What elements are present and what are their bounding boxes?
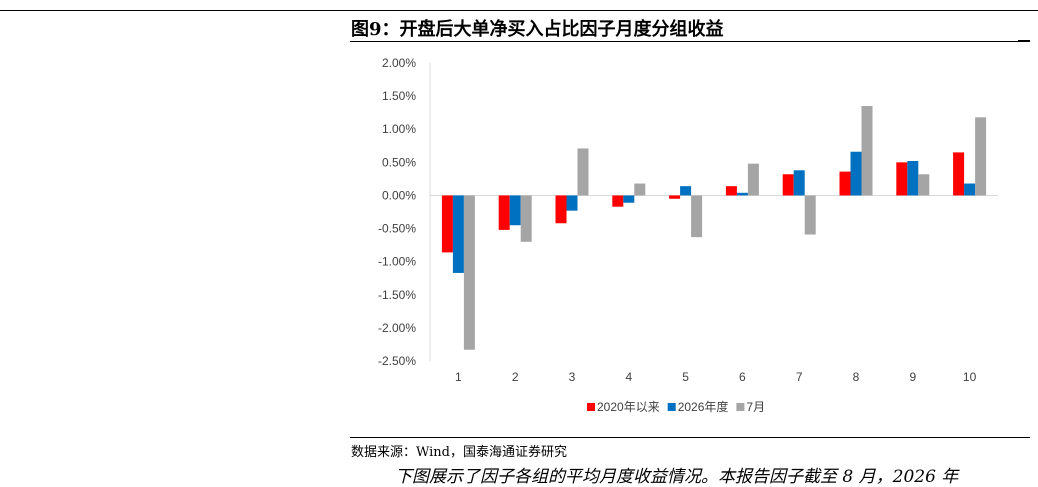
bars xyxy=(441,106,987,350)
bar-series1-cat9 xyxy=(896,162,908,196)
bar-series3-cat1 xyxy=(463,195,475,350)
bar-series1-cat6 xyxy=(725,186,737,196)
x-tick-label: 10 xyxy=(963,370,977,384)
legend-swatch xyxy=(736,403,745,411)
y-tick-label: -1.00% xyxy=(378,255,416,269)
source-rule xyxy=(350,437,1030,438)
x-tick-label: 7 xyxy=(796,370,803,384)
bar-series1-cat4 xyxy=(612,195,624,207)
bar-series3-cat5 xyxy=(691,195,703,238)
bar-series2-cat3 xyxy=(566,195,578,211)
bar-series3-cat10 xyxy=(975,117,987,196)
x-tick-label: 9 xyxy=(909,370,916,384)
bar-series2-cat5 xyxy=(680,186,692,196)
bar-series1-cat5 xyxy=(669,195,681,199)
bar-series2-cat9 xyxy=(907,161,919,196)
bar-chart: 2.00% 1.50% 1.00% 0.50% 0.00% -0.50% -1.00% -1.… xyxy=(378,56,998,414)
bar-series2-cat6 xyxy=(736,192,748,196)
legend-swatch xyxy=(667,403,676,411)
bar-series3-cat2 xyxy=(520,195,532,242)
bar-series2-cat1 xyxy=(452,195,464,273)
y-tick-label: -2.50% xyxy=(378,354,416,368)
y-tick-label: 1.00% xyxy=(382,122,416,136)
bar-series1-cat2 xyxy=(498,195,510,230)
y-tick-label: 1.50% xyxy=(382,89,416,103)
bar-series3-cat7 xyxy=(804,195,816,235)
x-tick-label: 1 xyxy=(455,370,462,384)
bar-series1-cat8 xyxy=(839,171,851,196)
legend-swatch xyxy=(587,403,595,411)
title-rule-tick xyxy=(1018,40,1030,42)
bar-series2-cat4 xyxy=(623,195,635,203)
y-axis-labels: 2.00% 1.50% 1.00% 0.50% 0.00% -0.50% -1.00% -1.… xyxy=(378,56,416,368)
bar-series3-cat8 xyxy=(861,106,873,196)
x-axis-labels: 1 2 3 4 5 6 7 8 9 10 xyxy=(455,370,977,384)
x-tick-label: 2 xyxy=(512,370,519,384)
x-tick-label: 4 xyxy=(625,370,632,384)
bar-series1-cat3 xyxy=(555,195,567,224)
body-text: 下图展示了因子各组的平均月度收益情况。本报告因子截至 8 月，2026 年 xyxy=(395,467,959,487)
x-tick-label: 6 xyxy=(739,370,746,384)
bar-series2-cat8 xyxy=(850,151,862,196)
title-rule xyxy=(350,41,1030,42)
bar-series1-cat7 xyxy=(782,174,794,196)
y-tick-label: 0.50% xyxy=(382,155,416,169)
legend: 2020年以来 2026年度 7月 xyxy=(587,399,765,414)
y-tick-label: -2.00% xyxy=(378,321,416,335)
source-note: 数据来源：Wind，国泰海通证券研究 xyxy=(351,445,567,460)
y-tick-label: 2.00% xyxy=(382,56,416,70)
figure-title: 图9：开盘后大单净买入占比因子月度分组收益 xyxy=(351,19,724,40)
x-tick-label: 5 xyxy=(682,370,689,384)
x-tick-label: 8 xyxy=(853,370,860,384)
bar-series2-cat7 xyxy=(793,170,805,196)
bar-series3-cat6 xyxy=(747,163,759,196)
bar-series2-cat10 xyxy=(964,183,976,196)
top-rule xyxy=(0,10,1038,11)
bar-series3-cat3 xyxy=(577,148,589,196)
x-tick-label: 3 xyxy=(569,370,576,384)
bar-series2-cat2 xyxy=(509,195,521,226)
y-tick-label: -1.50% xyxy=(378,288,416,302)
legend-label: 7月 xyxy=(746,400,765,414)
bar-series3-cat4 xyxy=(634,183,646,196)
bar-series3-cat9 xyxy=(918,174,930,196)
y-tick-label: -0.50% xyxy=(378,222,416,236)
bar-series1-cat1 xyxy=(441,195,453,253)
bar-series1-cat10 xyxy=(953,152,965,196)
legend-label: 2020年以来 xyxy=(597,400,660,414)
y-tick-label: 0.00% xyxy=(382,188,416,202)
legend-label: 2026年度 xyxy=(678,399,729,414)
